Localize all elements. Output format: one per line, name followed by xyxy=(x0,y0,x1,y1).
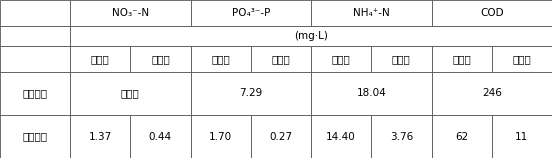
Text: 改造后: 改造后 xyxy=(392,54,411,64)
Text: 改造前: 改造前 xyxy=(91,54,109,64)
Bar xyxy=(492,115,552,158)
Bar xyxy=(70,46,130,72)
Bar xyxy=(432,46,492,72)
Bar xyxy=(0,0,70,26)
Bar xyxy=(432,115,492,158)
Bar xyxy=(432,72,552,115)
Text: 湿地出水: 湿地出水 xyxy=(23,131,47,142)
Text: 62: 62 xyxy=(455,131,468,142)
Bar xyxy=(70,26,552,46)
Bar xyxy=(70,115,130,158)
Bar xyxy=(311,72,432,115)
Text: COD: COD xyxy=(480,8,503,18)
Text: 改造前: 改造前 xyxy=(452,54,471,64)
Bar xyxy=(0,115,70,158)
Text: 改造后: 改造后 xyxy=(512,54,531,64)
Text: 7.29: 7.29 xyxy=(239,88,262,98)
Text: NO₃⁻-N: NO₃⁻-N xyxy=(112,8,149,18)
Text: 246: 246 xyxy=(482,88,502,98)
Bar xyxy=(190,46,251,72)
Bar xyxy=(70,72,190,115)
Bar xyxy=(432,0,552,26)
Text: 1.70: 1.70 xyxy=(209,131,232,142)
Bar xyxy=(190,115,251,158)
Bar xyxy=(371,115,432,158)
Text: (mg·L): (mg·L) xyxy=(294,31,328,41)
Bar xyxy=(130,46,190,72)
Bar xyxy=(311,46,371,72)
Text: 改造前: 改造前 xyxy=(332,54,351,64)
Text: 0.44: 0.44 xyxy=(149,131,172,142)
Bar xyxy=(70,0,190,26)
Text: 0.27: 0.27 xyxy=(269,131,293,142)
Text: 18.04: 18.04 xyxy=(357,88,386,98)
Text: NH₄⁺-N: NH₄⁺-N xyxy=(353,8,390,18)
Text: 湿地进水: 湿地进水 xyxy=(23,88,47,98)
Bar xyxy=(311,115,371,158)
Bar xyxy=(0,46,70,72)
Bar xyxy=(251,115,311,158)
Bar xyxy=(251,46,311,72)
Text: 改造后: 改造后 xyxy=(272,54,290,64)
Bar xyxy=(190,0,311,26)
Bar xyxy=(190,72,311,115)
Text: 改造前: 改造前 xyxy=(211,54,230,64)
Text: 14.40: 14.40 xyxy=(326,131,356,142)
Bar xyxy=(492,46,552,72)
Bar xyxy=(311,0,432,26)
Text: PO₄³⁻-P: PO₄³⁻-P xyxy=(231,8,270,18)
Bar xyxy=(0,26,70,46)
Text: 未检出: 未检出 xyxy=(121,88,140,98)
Bar xyxy=(371,46,432,72)
Text: 11: 11 xyxy=(515,131,528,142)
Bar xyxy=(0,72,70,115)
Text: 改造后: 改造后 xyxy=(151,54,170,64)
Bar xyxy=(130,115,190,158)
Text: 1.37: 1.37 xyxy=(88,131,112,142)
Text: 3.76: 3.76 xyxy=(390,131,413,142)
